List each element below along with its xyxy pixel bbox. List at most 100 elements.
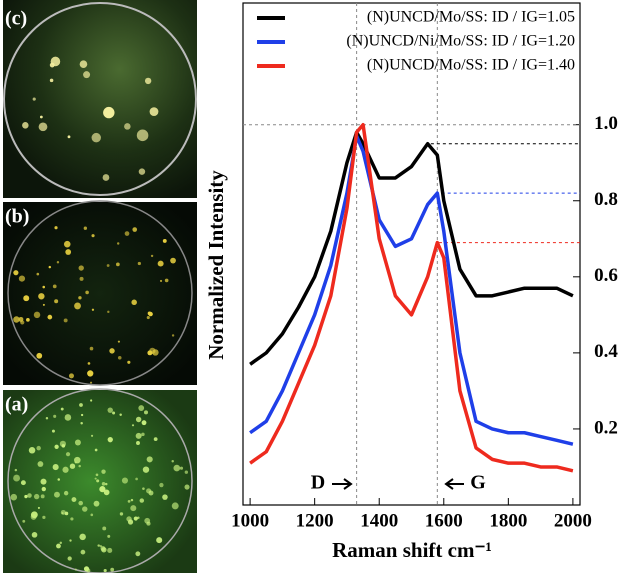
emission-spot: [75, 461, 77, 463]
emission-spot: [69, 373, 74, 378]
emission-spot: [128, 500, 131, 503]
emission-spot: [92, 133, 101, 142]
emission-spot: [105, 483, 107, 485]
emission-spot: [97, 544, 99, 546]
emission-spot: [91, 435, 93, 437]
emission-spot: [20, 320, 24, 324]
emission-spot: [137, 130, 149, 142]
emission-spot: [185, 471, 188, 474]
series-line: [250, 132, 573, 364]
emission-spot: [74, 302, 81, 309]
emission-spot: [173, 465, 180, 472]
arrow: [446, 479, 464, 489]
emission-spot: [62, 467, 68, 473]
emission-spot: [136, 433, 142, 439]
emission-spot: [156, 537, 162, 543]
emission-spot: [43, 304, 45, 306]
x-axis-label: Raman shift cm⁻¹: [332, 538, 492, 562]
emission-spot: [118, 341, 120, 343]
emission-spot: [101, 469, 105, 473]
emission-spot: [135, 478, 138, 481]
emission-spot: [172, 334, 174, 336]
emission-spot: [141, 433, 144, 436]
emission-spot: [41, 479, 47, 485]
emission-spot: [78, 465, 80, 467]
emission-spot: [184, 484, 189, 489]
emission-spot: [160, 280, 162, 282]
emission-spot: [103, 174, 110, 181]
emission-spot: [116, 263, 120, 267]
emission-spot: [138, 405, 144, 411]
emission-spot: [39, 122, 48, 131]
emission-spot: [120, 512, 123, 515]
emission-spot: [132, 227, 137, 232]
emission-spot: [80, 60, 88, 68]
x-tick-label: 2000: [554, 510, 592, 531]
emission-spot: [37, 461, 43, 467]
emission-spot: [13, 270, 18, 275]
emission-spot: [54, 492, 60, 498]
emission-spot: [32, 532, 38, 538]
emission-spot: [79, 534, 86, 541]
emission-spot: [147, 350, 152, 355]
emission-spot: [13, 316, 19, 322]
emission-spot: [38, 507, 40, 509]
emission-spot: [42, 487, 46, 491]
emission-spot: [162, 494, 168, 500]
emission-spot: [103, 107, 114, 118]
emission-spot: [51, 57, 61, 67]
arrow: [332, 479, 351, 489]
emission-spot: [138, 262, 141, 265]
emission-spot: [10, 494, 17, 501]
emission-spot: [90, 514, 93, 517]
emission-spot: [142, 420, 147, 425]
emission-spot: [88, 362, 91, 365]
emission-spot: [96, 479, 99, 482]
emission-spot: [53, 415, 56, 418]
emission-spot: [64, 318, 68, 322]
emission-spot: [54, 445, 58, 449]
emission-spot: [54, 299, 58, 303]
emission-spot: [136, 417, 141, 422]
emission-spot: [139, 168, 145, 174]
emission-spot: [15, 469, 17, 471]
emission-spot: [144, 410, 148, 414]
emission-spot: [61, 510, 66, 515]
emission-spot: [107, 264, 110, 267]
emission-spot: [42, 516, 45, 519]
emission-spot: [100, 545, 102, 547]
emission-spot: [154, 437, 158, 441]
emission-spot: [52, 430, 55, 433]
emission-spot: [34, 312, 41, 319]
emission-spot: [159, 483, 163, 487]
emission-spot: [83, 71, 90, 78]
emission-spot: [143, 466, 149, 472]
emission-spot: [104, 569, 107, 572]
emission-spot: [78, 296, 81, 299]
emission-spot: [131, 300, 137, 306]
emission-spot: [90, 382, 92, 384]
emission-spot: [85, 291, 89, 295]
series-line: [250, 136, 573, 444]
emission-spot: [107, 311, 109, 313]
emission-spot: [81, 414, 83, 416]
figure: (c) (b) (a) Raman shift cm⁻¹ Normalized …: [0, 0, 623, 573]
emission-spot: [61, 408, 64, 411]
emission-spot: [75, 569, 77, 571]
emission-spot: [148, 312, 152, 316]
emission-spot: [163, 239, 167, 243]
y-tick-label: 1.0: [594, 113, 618, 134]
series-line: [250, 125, 573, 471]
y-tick-label: 0.6: [594, 265, 618, 286]
emission-spot: [42, 286, 45, 289]
annotation: G: [470, 472, 486, 494]
emission-spot: [118, 356, 122, 360]
emission-spot: [50, 79, 54, 83]
emission-spot: [66, 452, 70, 456]
emission-spot: [90, 347, 94, 351]
emission-spot: [134, 516, 138, 520]
emission-spot: [70, 464, 75, 469]
emission-spot: [21, 480, 26, 485]
plot-frame: [243, 3, 580, 505]
emission-spot: [107, 548, 112, 553]
